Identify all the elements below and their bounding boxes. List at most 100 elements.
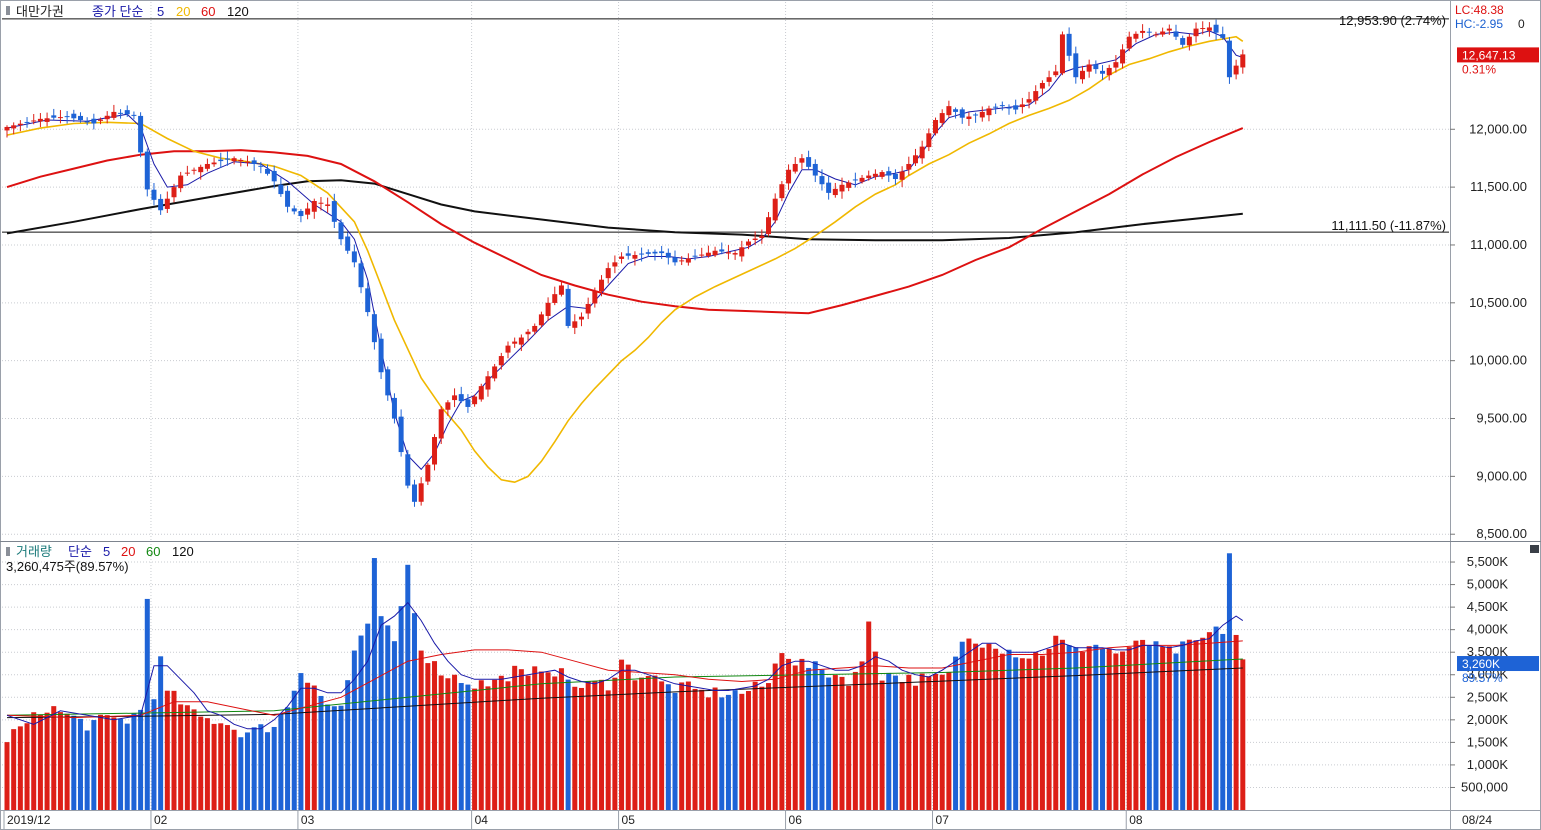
candle-body: [525, 331, 531, 335]
price-y-tick-label: 11,500.00: [1470, 179, 1527, 194]
candle-body: [1093, 64, 1099, 70]
volume-bar: [1113, 653, 1119, 810]
price-ma5-label: 5: [157, 4, 164, 19]
last-volume-pct: 89.57%: [1462, 671, 1503, 685]
volume-bar: [1200, 637, 1206, 810]
candle-body: [338, 222, 344, 240]
volume-bar: [485, 686, 491, 810]
volume-bar: [318, 695, 324, 810]
volume-bar: [672, 692, 678, 810]
candle-body: [832, 188, 838, 196]
volume-bar: [184, 705, 190, 810]
candle-body: [151, 189, 157, 200]
volume-bar: [31, 712, 37, 810]
volume-y-tick-label: 2,500K: [1467, 689, 1509, 704]
volume-bar: [759, 686, 765, 810]
price-ma20-label: 20: [176, 4, 190, 19]
candle-body: [1133, 33, 1139, 39]
candle-body: [351, 251, 357, 263]
candle-body: [211, 162, 217, 165]
candle-body: [1073, 53, 1079, 78]
volume-bar: [799, 658, 805, 810]
volume-bar: [699, 689, 705, 810]
candle-body: [458, 394, 464, 402]
price-legend[interactable]: 대만가권 종가 단순 5 20 60 120: [6, 4, 249, 19]
panel-menu-icon[interactable]: [1530, 545, 1539, 553]
volume-bar: [378, 616, 384, 810]
candle-body: [959, 109, 965, 118]
candle-body: [478, 386, 484, 400]
candle-body: [892, 173, 898, 180]
candle-body: [405, 454, 411, 486]
candle-body: [398, 416, 404, 453]
candle-body: [993, 106, 999, 108]
volume-bar: [719, 697, 725, 810]
volume-ma20-label: 20: [121, 544, 135, 559]
volume-bar: [565, 679, 571, 810]
candle-body: [558, 285, 564, 295]
volume-bar: [331, 706, 337, 810]
volume-bar: [405, 564, 411, 810]
volume-bar: [298, 673, 304, 810]
volume-y-tick-label: 500,000: [1461, 779, 1508, 794]
volume-y-tick-label: 4,500K: [1467, 599, 1509, 614]
volume-ma60-line: [6, 658, 1243, 716]
candle-body: [37, 118, 43, 122]
volume-bar: [305, 682, 311, 810]
volume-bar: [1206, 632, 1212, 810]
volume-bar: [572, 686, 578, 810]
candle-body: [752, 238, 758, 241]
candle-body: [1113, 62, 1119, 68]
volume-bar: [1186, 639, 1192, 810]
candle-body: [1166, 28, 1172, 31]
volume-bar: [839, 676, 845, 810]
volume-bar: [472, 688, 478, 810]
volume-bar: [1039, 655, 1045, 810]
candle-body: [712, 250, 718, 256]
candle-body: [505, 345, 511, 353]
volume-bar: [966, 638, 972, 810]
candle-body: [472, 396, 478, 405]
candle-body: [1079, 70, 1085, 80]
candle-body: [705, 252, 711, 256]
candle-body: [291, 208, 297, 212]
volume-bar: [365, 623, 371, 810]
volume-panel-handle-icon[interactable]: [6, 547, 10, 556]
volume-bar: [772, 663, 778, 810]
volume-y-tick-label: 1,500K: [1467, 734, 1509, 749]
candle-body: [184, 172, 190, 174]
volume-bar: [265, 732, 271, 810]
candle-body: [1033, 91, 1039, 101]
volume-y-axis: 500,0001,000K1,500K2,000K2,500K3,000K3,5…: [1450, 554, 1508, 794]
candle-body: [859, 177, 865, 182]
lc-label: LC:48.38: [1455, 3, 1504, 17]
volume-bar: [959, 641, 965, 810]
candle-body: [672, 257, 678, 263]
volume-bar: [285, 707, 291, 810]
volume-bar: [44, 712, 50, 810]
volume-bar: [846, 685, 852, 810]
volume-bar: [679, 682, 685, 810]
candle-body: [1019, 104, 1025, 108]
volume-bar: [585, 681, 591, 810]
volume-bar: [478, 680, 484, 810]
candle-body: [545, 302, 551, 316]
volume-bar: [131, 713, 137, 810]
x-tick-label: 08/24: [1462, 813, 1492, 827]
candle-body: [685, 258, 691, 263]
volume-bar: [1226, 553, 1232, 810]
candle-body: [371, 314, 377, 343]
volume-bar: [946, 672, 952, 810]
volume-bar: [605, 690, 611, 810]
candle-body: [118, 112, 124, 114]
panel-handle-icon[interactable]: [6, 6, 10, 15]
volume-bar: [505, 681, 511, 810]
volume-bar: [705, 697, 711, 810]
volume-bar: [1153, 641, 1159, 810]
volume-legend[interactable]: 거래량 단순 5 20 60 120 3,260,475주(89.57%): [6, 544, 194, 574]
volume-bar: [164, 690, 170, 810]
volume-bar: [538, 671, 544, 810]
volume-bar: [1079, 652, 1085, 810]
candle-body: [645, 252, 651, 254]
candle-body: [565, 288, 571, 326]
